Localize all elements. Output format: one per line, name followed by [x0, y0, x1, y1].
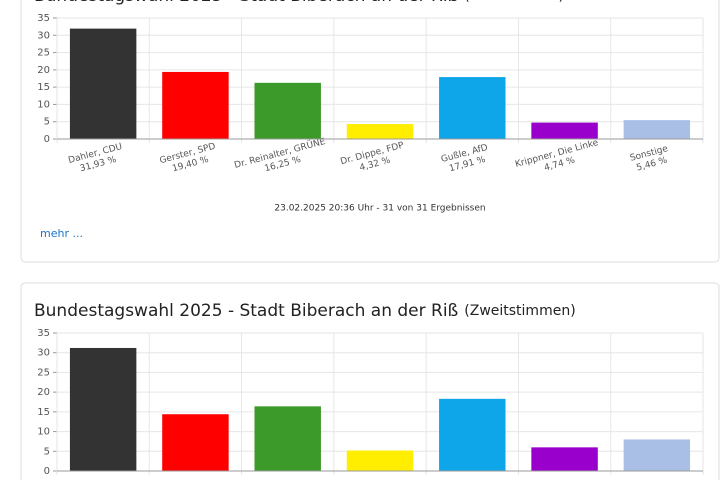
title-main: Bundestagswahl 2025 - Stadt Biberach an … — [34, 0, 458, 6]
y-tick-label: 0 — [44, 466, 50, 477]
bar — [254, 82, 321, 139]
y-tick-label: 30 — [37, 348, 50, 359]
bar — [623, 439, 691, 471]
y-tick-label: 10 — [37, 99, 50, 110]
y-tick-label: 20 — [37, 65, 50, 76]
y-tick-label: 35 — [37, 328, 50, 339]
title-sub: (Erststimmen) — [464, 0, 564, 4]
bar — [346, 450, 414, 471]
bar — [439, 398, 506, 471]
annotation: 23.02.2025 20:36 Uhr - 31 von 31 Ergebni… — [274, 204, 485, 214]
y-tick-label: 5 — [44, 117, 50, 128]
y-tick-label: 15 — [37, 407, 50, 418]
bar — [531, 122, 598, 139]
bar — [439, 77, 506, 139]
more-link[interactable]: mehr ... — [40, 227, 83, 240]
bar — [162, 414, 229, 471]
title-sub: (Zweitstimmen) — [464, 303, 575, 319]
bar — [531, 447, 598, 471]
y-tick-label: 30 — [37, 30, 50, 41]
y-tick-label: 10 — [37, 427, 50, 438]
y-tick-label: 15 — [37, 82, 50, 93]
y-tick-label: 35 — [37, 13, 50, 24]
bar — [162, 71, 229, 139]
chart-title: Bundestagswahl 2025 - Stadt Biberach an … — [34, 0, 564, 6]
bar — [69, 28, 137, 140]
y-tick-label: 20 — [37, 387, 50, 398]
y-tick-label: 25 — [37, 367, 50, 378]
bar — [69, 347, 137, 471]
y-tick-label: 0 — [44, 134, 50, 145]
bar — [623, 120, 691, 139]
bar — [254, 406, 321, 471]
y-tick-label: 5 — [44, 446, 50, 457]
chart-title: Bundestagswahl 2025 - Stadt Biberach an … — [34, 301, 576, 321]
title-main: Bundestagswahl 2025 - Stadt Biberach an … — [34, 301, 458, 321]
y-tick-label: 25 — [37, 48, 50, 59]
bar — [346, 124, 414, 139]
